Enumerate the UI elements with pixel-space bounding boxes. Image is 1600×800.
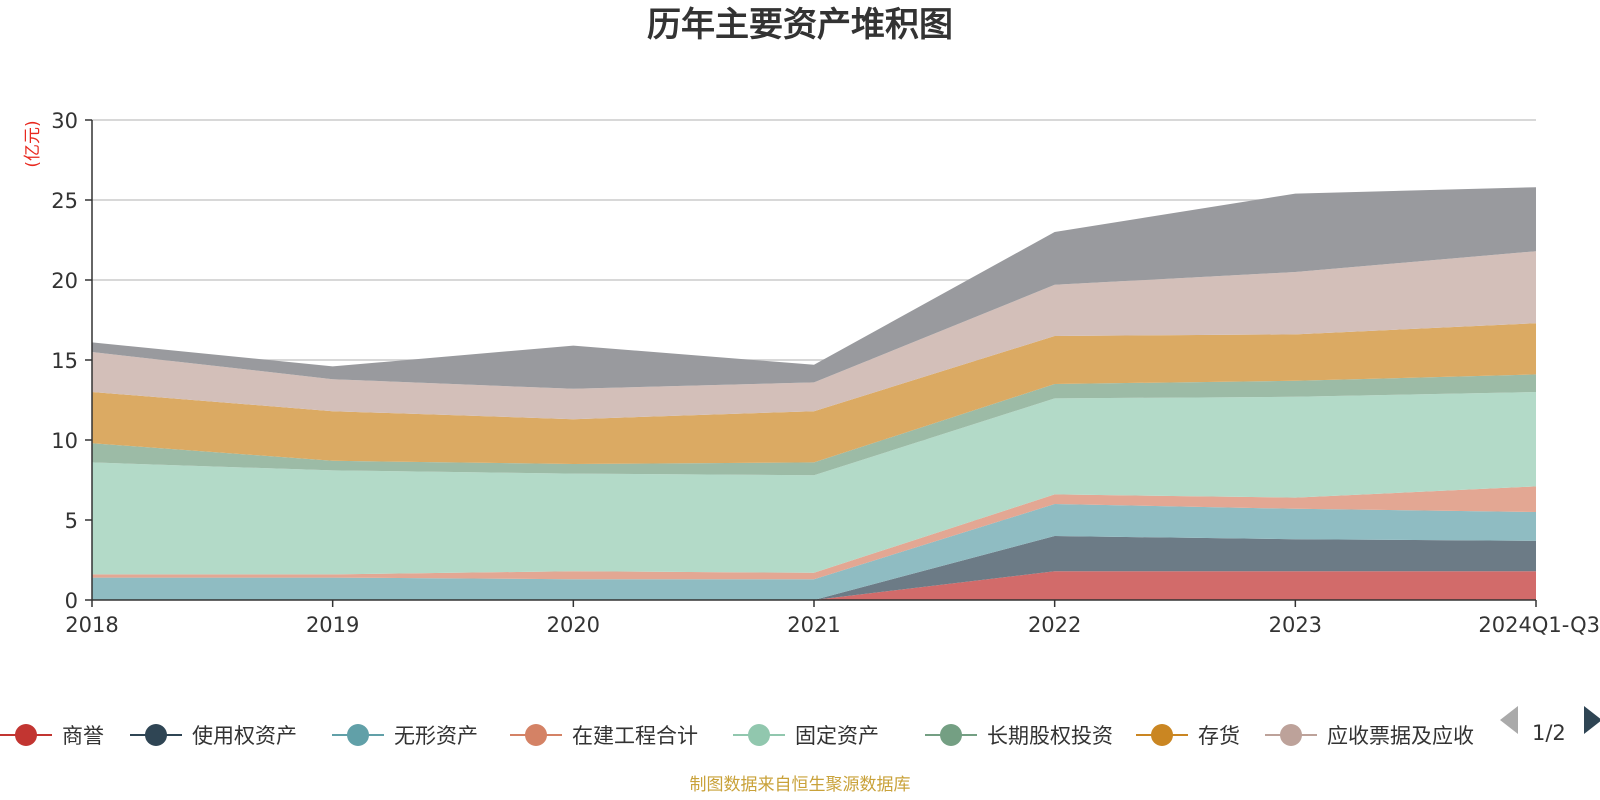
legend-page-indicator: 1/2	[1532, 721, 1566, 745]
area-series-3	[92, 504, 1536, 600]
legend-item[interactable]: 商誉	[0, 724, 104, 748]
area-series-5	[92, 392, 1536, 575]
axes: 2018 2019 2020 2021 2022 2023 2024Q1-Q3	[65, 120, 1600, 637]
legend-label: 应收票据及应收	[1327, 724, 1474, 748]
legend-next-page-icon[interactable]	[1584, 706, 1600, 734]
legend-dot-icon	[1280, 724, 1302, 746]
legend: 商誉 使用权资产 无形资产 在建工程合计 固定资产 长期股权投资 存货 应收票据及应收	[0, 724, 1474, 748]
area-series-8	[92, 251, 1536, 420]
x-tick-label: 2022	[1028, 613, 1081, 637]
y-tick-label: 10	[51, 429, 78, 453]
legend-item[interactable]: 存货	[1136, 724, 1240, 748]
area-series-1	[92, 571, 1536, 600]
area-series-6	[92, 374, 1536, 476]
legend-label: 商誉	[62, 724, 104, 748]
grid-lines: 0 5 10 15 20 25 30	[51, 109, 1536, 613]
y-axis-unit-label: (亿元)	[23, 120, 43, 167]
x-tick-label: 2021	[787, 613, 840, 637]
legend-label: 存货	[1198, 724, 1240, 748]
data-source-note: 制图数据来自恒生聚源数据库	[690, 775, 911, 795]
legend-pager: 1/2	[1500, 706, 1600, 745]
legend-dot-icon	[748, 724, 770, 746]
legend-label: 固定资产	[795, 724, 879, 748]
x-tick-label: 2018	[65, 613, 118, 637]
legend-item[interactable]: 使用权资产	[130, 724, 297, 748]
y-tick-label: 20	[51, 269, 78, 293]
legend-label: 长期股权投资	[987, 724, 1113, 748]
area-series	[92, 187, 1536, 600]
legend-dot-icon	[525, 724, 547, 746]
legend-label: 在建工程合计	[572, 724, 698, 748]
legend-item[interactable]: 长期股权投资	[925, 724, 1113, 748]
legend-dot-icon	[1151, 724, 1173, 746]
legend-label: 使用权资产	[192, 724, 297, 748]
y-tick-label: 0	[65, 589, 78, 613]
x-tick-label: 2024Q1-Q3	[1478, 613, 1600, 637]
legend-label: 无形资产	[394, 724, 478, 748]
legend-item[interactable]: 应收票据及应收	[1265, 724, 1474, 748]
chart-title: 历年主要资产堆积图	[647, 5, 953, 45]
x-tick-label: 2019	[306, 613, 359, 637]
legend-dot-icon	[940, 724, 962, 746]
area-series-7	[92, 323, 1536, 464]
area-series-4	[92, 486, 1536, 580]
x-tick-label: 2020	[547, 613, 600, 637]
legend-item[interactable]: 在建工程合计	[510, 724, 698, 748]
legend-dot-icon	[347, 724, 369, 746]
x-tick-label: 2023	[1269, 613, 1322, 637]
legend-dot-icon	[145, 724, 167, 746]
area-series-9	[92, 187, 1536, 389]
legend-prev-page-icon[interactable]	[1500, 706, 1518, 734]
legend-item[interactable]: 无形资产	[332, 724, 478, 748]
y-tick-label: 5	[65, 509, 78, 533]
area-series-2	[92, 536, 1536, 600]
y-tick-label: 25	[51, 189, 78, 213]
legend-item[interactable]: 固定资产	[733, 724, 879, 748]
y-tick-label: 30	[51, 109, 78, 133]
legend-dot-icon	[15, 724, 37, 746]
y-tick-label: 15	[51, 349, 78, 373]
